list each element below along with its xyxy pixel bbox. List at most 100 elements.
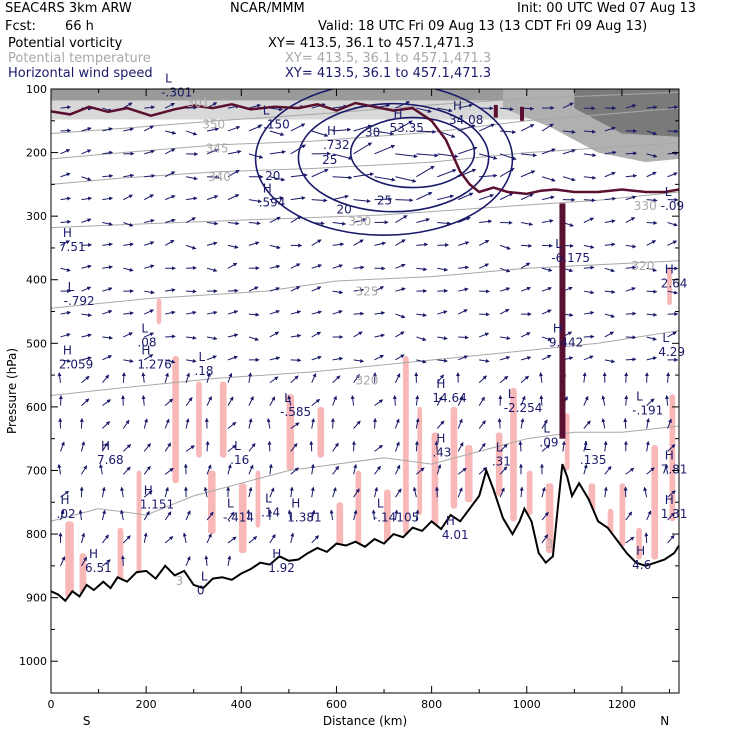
wind-vector [646,467,655,475]
wind-vector [541,534,549,544]
pv-dark-spot [493,104,498,118]
wind-vector [248,125,262,132]
wind-vector [583,217,595,223]
extremum-value: .135 [580,453,607,467]
extremum-value: 4.01 [442,528,469,542]
wind-vector [583,441,588,452]
wind-vector [625,265,637,270]
wind-vector [164,102,176,109]
wind-vector [287,395,292,406]
pv-positive-region [669,394,676,522]
wind-vector [144,149,155,155]
isotach-label: 25 [322,153,337,167]
wind-vector [499,244,511,250]
wind-vector [625,244,637,249]
wind-vector [269,356,281,361]
wind-vector [437,153,459,159]
wind-vector [290,532,295,544]
wind-vector [309,440,314,452]
wind-vector [350,395,355,406]
wind-vector [141,372,146,383]
extremum-marker: L [636,390,643,404]
wind-vector [646,510,652,521]
wind-vector [185,555,191,567]
wind-vector [583,198,596,203]
x-tick-label: 800 [421,698,442,711]
wind-vector [374,399,384,407]
wind-vector [227,310,239,315]
wind-vector [206,372,211,383]
wind-vector [646,220,658,225]
wind-vector [394,373,401,383]
wind-vector [122,535,131,544]
isotach-label: 20 [265,169,280,183]
terrain-layer [51,463,679,693]
wind-vector [165,130,177,135]
pv-positive-region [619,483,626,547]
wind-vector [310,486,315,498]
wind-vector [604,242,616,247]
y-tick-label: 800 [26,528,47,541]
wind-vector [81,356,92,361]
wind-vector [457,467,467,475]
wind-vector [437,336,448,341]
wind-vector [416,313,427,318]
pv-positive-region [117,527,124,585]
field-xy-wind: XY= 413.5, 36.1 to 457.1,471.3 [285,66,492,81]
wind-vector [227,125,241,132]
x-tick-label: 600 [326,698,347,711]
wind-vector [186,196,198,201]
wind-vector [164,418,170,429]
wind-vector [541,419,548,429]
wind-vector [269,310,280,315]
wind-vector [332,242,345,247]
wind-vector [583,290,595,295]
field-name-theta: Potential temperature [8,51,151,66]
wind-vector [436,464,442,475]
wind-vector [227,511,235,521]
extremum-marker: L [543,421,550,435]
extremum-marker: L [165,72,172,86]
wind-vector [123,102,133,109]
wind-vector [646,398,655,406]
wind-vector [144,219,155,224]
wind-vector [374,444,383,452]
wind-vector [269,196,284,201]
wind-vector [499,375,509,384]
extremum-marker: H [291,496,300,510]
pv-positive-region [156,298,162,325]
wind-vector [603,440,608,452]
extremum-marker: L [665,185,672,199]
pv-positive-region [238,483,247,554]
wind-vector [123,242,134,247]
wind-vector [60,509,65,521]
wind-vector [60,149,71,155]
wind-vector [269,287,280,292]
wind-vector [520,124,535,132]
wind-vector [60,441,65,452]
wind-vector [144,105,156,110]
wind-vector [646,289,658,294]
wind-vector [246,509,251,521]
extremum-marker: H [665,262,674,276]
pv-positive-region [208,470,216,535]
wind-vector [182,532,187,544]
pv-dark-contour [51,101,679,196]
wind-vector [372,417,377,429]
theta-label: 350 [202,117,225,131]
wind-vector [227,536,237,544]
extremum-value: -2.254 [504,401,543,415]
wind-vector [143,465,151,475]
wind-vector [165,310,176,315]
wind-vector [478,263,490,269]
wind-vector [395,120,413,132]
wind-vector [604,267,616,273]
wind-vector [204,555,209,566]
wind-vector [395,354,405,361]
wind-vector [81,127,92,132]
wind-vector [206,533,212,544]
wind-vector [667,290,679,295]
wind-vector [290,310,302,315]
wind-vector [206,148,219,155]
